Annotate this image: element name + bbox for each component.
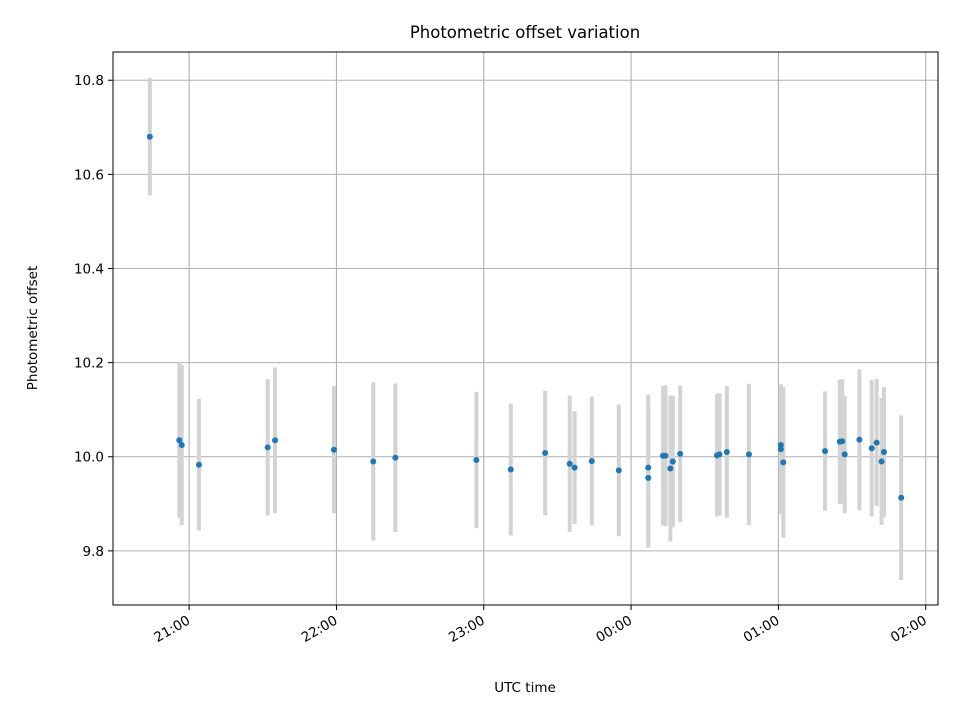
data-point	[745, 451, 752, 458]
data-point	[880, 449, 887, 456]
data-point	[723, 449, 730, 456]
y-tick-label: 10.4	[74, 261, 104, 277]
data-point	[146, 133, 153, 140]
y-axis-label: Photometric offset	[25, 266, 41, 390]
data-point	[777, 441, 784, 448]
data-points	[146, 133, 905, 501]
data-point	[507, 466, 514, 473]
data-point	[873, 439, 880, 446]
chart-title: Photometric offset variation	[410, 23, 640, 42]
y-tick-label: 10.2	[74, 356, 104, 372]
data-point	[330, 446, 337, 453]
data-point	[264, 444, 271, 451]
data-point	[370, 458, 377, 465]
data-point	[645, 474, 652, 481]
data-point	[669, 458, 676, 465]
data-point	[716, 451, 723, 458]
data-point	[662, 452, 669, 459]
data-point	[195, 461, 202, 468]
data-point	[677, 450, 684, 457]
data-point	[777, 446, 784, 453]
y-tick-label: 10.8	[74, 73, 104, 89]
data-point	[473, 457, 480, 464]
data-point	[898, 494, 905, 501]
data-point	[272, 437, 279, 444]
data-point	[667, 465, 674, 472]
data-point	[645, 464, 652, 471]
data-point	[615, 467, 622, 474]
data-point	[588, 457, 595, 464]
data-point	[176, 437, 183, 444]
data-point	[392, 454, 399, 461]
data-point	[571, 464, 578, 471]
grid	[113, 52, 938, 605]
y-axis-ticks: 9.8 10.0 10.2 10.4 10.6 10.8	[74, 73, 113, 560]
data-point	[878, 458, 885, 465]
data-point	[841, 451, 848, 458]
data-point	[839, 438, 846, 445]
data-point	[868, 445, 875, 452]
data-point	[822, 448, 829, 455]
y-tick-label: 10.6	[74, 167, 104, 183]
plot-frame	[112, 51, 939, 606]
data-point	[780, 459, 787, 466]
data-point	[178, 441, 185, 448]
y-tick-label: 10.0	[74, 450, 104, 466]
y-tick-label: 9.8	[83, 544, 104, 560]
x-axis-label: UTC time	[494, 680, 556, 696]
data-point	[542, 449, 549, 456]
data-point	[566, 460, 573, 467]
data-point	[856, 436, 863, 443]
